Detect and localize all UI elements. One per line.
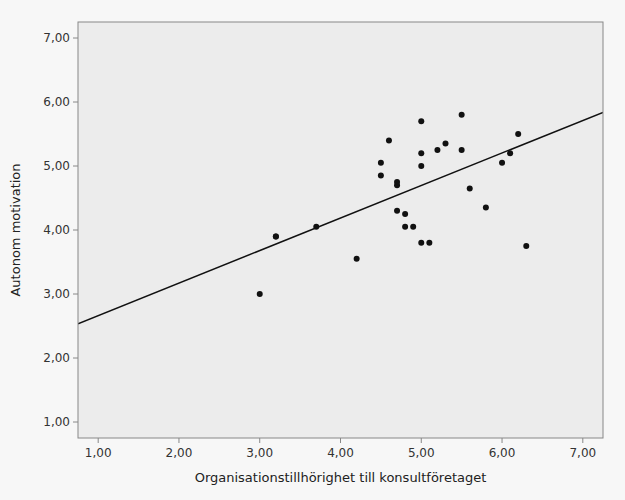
x-tick-label: 5,00 — [408, 446, 435, 460]
point — [483, 205, 489, 211]
point — [418, 163, 424, 169]
point — [426, 240, 432, 246]
background — [0, 0, 625, 500]
point — [434, 147, 440, 153]
x-tick-label: 6,00 — [489, 446, 516, 460]
regression-line — [78, 112, 603, 323]
y-tick-label: 3,00 — [43, 287, 70, 301]
y-tick — [73, 294, 78, 295]
y-tick — [73, 230, 78, 231]
point — [378, 160, 384, 166]
x-tick-label: 1,00 — [85, 446, 112, 460]
y-tick — [73, 38, 78, 39]
plot-area — [78, 22, 603, 438]
y-axis-label: Autonom motivation — [8, 163, 23, 296]
point — [523, 243, 529, 249]
y-tick-label: 2,00 — [43, 351, 70, 365]
chart: 1,00 2,00 3,00 4,00 5,00 6,00 7,00 1,00 2,00 3,00… — [0, 0, 625, 500]
x-tick-label: 2,00 — [166, 446, 193, 460]
x-tick — [502, 438, 503, 443]
point — [443, 141, 449, 147]
x-axis-label: Organisationstillhörighet till konsultfö… — [195, 470, 487, 485]
y-tick-label: 1,00 — [43, 415, 70, 429]
point — [273, 233, 279, 239]
point — [459, 147, 465, 153]
point — [418, 118, 424, 124]
point — [386, 137, 392, 143]
y-tick-label: 5,00 — [43, 159, 70, 173]
x-axis: 1,00 2,00 3,00 4,00 5,00 6,00 7,00 — [85, 438, 596, 460]
x-tick-label: 7,00 — [569, 446, 596, 460]
point — [499, 160, 505, 166]
y-tick — [73, 358, 78, 359]
x-tick — [259, 438, 260, 443]
y-axis: 1,00 2,00 3,00 4,00 5,00 6,00 7,00 — [43, 31, 78, 429]
frame — [78, 22, 603, 438]
point — [273, 233, 279, 239]
y-tick-label: 7,00 — [43, 31, 70, 45]
x-tick-label: 3,00 — [246, 446, 273, 460]
y-tick-label: 6,00 — [43, 95, 70, 109]
point — [467, 185, 473, 191]
point — [402, 211, 408, 217]
point — [257, 291, 263, 297]
point — [354, 256, 360, 262]
point — [418, 240, 424, 246]
y-tick-label: 4,00 — [43, 223, 70, 237]
y-tick — [73, 166, 78, 167]
y-tick — [73, 102, 78, 103]
x-tick — [421, 438, 422, 443]
x-tick — [582, 438, 583, 443]
x-tick-label: 4,00 — [327, 446, 354, 460]
point — [459, 112, 465, 118]
x-tick — [340, 438, 341, 443]
point — [394, 179, 400, 185]
point — [394, 208, 400, 214]
point — [402, 224, 408, 230]
x-tick — [98, 438, 99, 443]
point — [515, 131, 521, 137]
point — [378, 173, 384, 179]
point — [410, 224, 416, 230]
y-tick — [73, 422, 78, 423]
marks — [78, 112, 603, 324]
x-tick — [178, 438, 179, 443]
point — [418, 150, 424, 156]
